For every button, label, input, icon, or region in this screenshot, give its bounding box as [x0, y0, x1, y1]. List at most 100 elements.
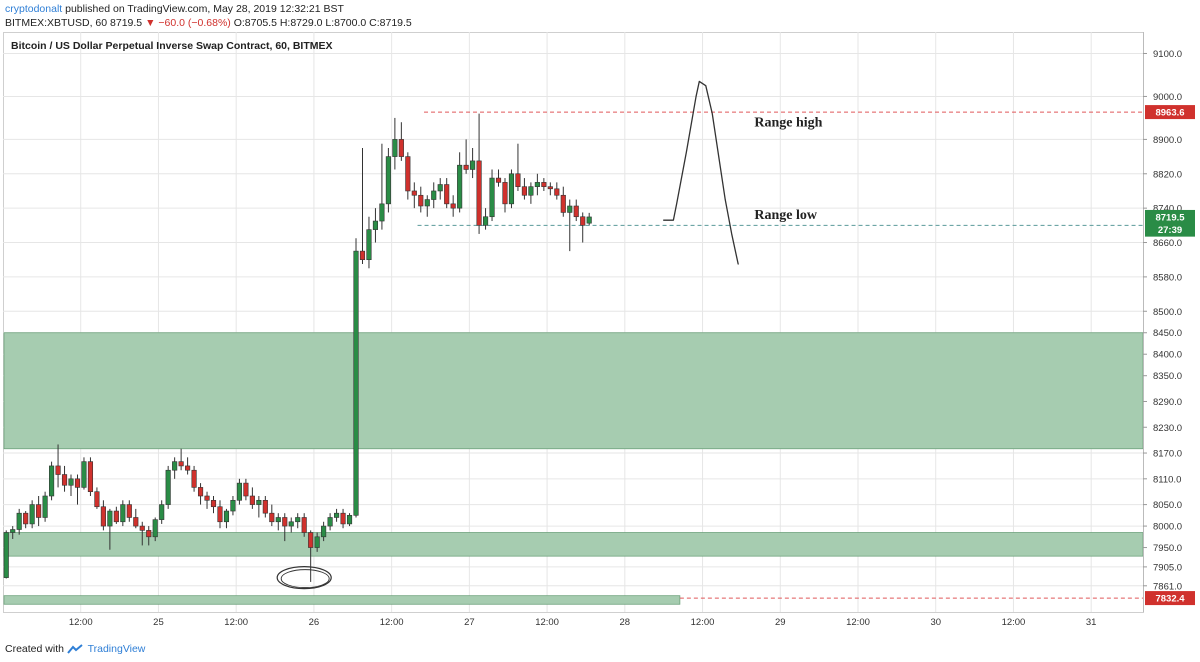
candle-down[interactable] — [23, 512, 29, 525]
candle-down[interactable] — [249, 495, 255, 505]
candle-down[interactable] — [502, 182, 508, 205]
candle-down[interactable] — [113, 510, 119, 523]
candle-down[interactable] — [554, 188, 560, 196]
candle-up[interactable] — [528, 186, 534, 196]
candle-down[interactable] — [405, 156, 411, 192]
candle-up[interactable] — [534, 182, 540, 187]
candle-down[interactable] — [547, 186, 553, 190]
tradingview-brand[interactable]: TradingView — [87, 643, 146, 655]
candle-up[interactable] — [165, 469, 171, 505]
y-tick-label: 8900.0 — [1153, 135, 1182, 146]
candle-down[interactable] — [87, 461, 94, 493]
candle-up[interactable] — [508, 173, 515, 205]
candle-down[interactable] — [444, 184, 450, 205]
candle-down[interactable] — [463, 164, 469, 170]
candle-up[interactable] — [49, 465, 55, 497]
plot-background — [3, 32, 1144, 613]
candle-down[interactable] — [269, 512, 275, 523]
author-name[interactable]: cryptodonalt — [5, 3, 63, 15]
candle-down[interactable] — [580, 216, 586, 226]
candle-down[interactable] — [36, 504, 42, 518]
candle-down[interactable] — [197, 487, 204, 497]
candle-down[interactable] — [521, 186, 527, 196]
candle-up[interactable] — [470, 160, 476, 170]
candle-up[interactable] — [172, 461, 178, 471]
candle-down[interactable] — [359, 250, 366, 261]
candle-down[interactable] — [204, 495, 210, 501]
candle-up[interactable] — [321, 525, 327, 538]
candle-down[interactable] — [301, 517, 307, 533]
candle-down[interactable] — [100, 506, 106, 527]
candle-up[interactable] — [567, 205, 573, 213]
candle-down[interactable] — [217, 506, 223, 523]
x-tick-label: 12:00 — [380, 617, 404, 628]
price-tag-label: 8963.6 — [1155, 108, 1184, 119]
candle-up[interactable] — [346, 515, 353, 525]
candle-down[interactable] — [340, 512, 346, 525]
candle-down[interactable] — [94, 491, 100, 508]
candle-up[interactable] — [10, 529, 16, 533]
candle-up[interactable] — [295, 517, 301, 523]
candle-up[interactable] — [392, 139, 398, 157]
candle-down[interactable] — [55, 465, 61, 475]
candle-down[interactable] — [262, 499, 268, 514]
candle-up[interactable] — [42, 495, 48, 518]
candle-down[interactable] — [560, 194, 566, 213]
candle-up[interactable] — [353, 250, 359, 516]
candle-up[interactable] — [586, 216, 592, 224]
candle-down[interactable] — [61, 474, 68, 486]
candle-up[interactable] — [366, 229, 372, 261]
candle-up[interactable] — [29, 504, 35, 525]
candle-down[interactable] — [515, 173, 521, 187]
chart-area[interactable]: Range high Range low Bitcoin / US Dollar P… — [3, 32, 1200, 632]
candle-up[interactable] — [120, 504, 126, 523]
candle-down[interactable] — [308, 532, 314, 548]
candle-down[interactable] — [243, 482, 249, 497]
candle-up[interactable] — [236, 482, 242, 501]
candle-up[interactable] — [230, 499, 236, 512]
candle-up[interactable] — [431, 190, 437, 200]
candle-up[interactable] — [3, 532, 9, 578]
candle-up[interactable] — [327, 517, 333, 527]
candle-down[interactable] — [210, 499, 217, 508]
candle-down[interactable] — [541, 182, 547, 187]
candle-up[interactable] — [424, 199, 430, 207]
candle-down[interactable] — [418, 194, 424, 207]
candle-up[interactable] — [275, 517, 281, 523]
candle-down[interactable] — [126, 504, 132, 518]
candle-up[interactable] — [314, 536, 320, 548]
candle-up[interactable] — [16, 512, 22, 530]
candle-up[interactable] — [334, 512, 340, 518]
candle-down[interactable] — [495, 177, 502, 183]
candle-up[interactable] — [256, 499, 262, 505]
candle-up[interactable] — [107, 510, 113, 527]
price-tag-label: 8719.5 — [1155, 212, 1185, 223]
candle-down[interactable] — [191, 469, 197, 488]
candle-down[interactable] — [411, 190, 417, 196]
candle-up[interactable] — [159, 504, 165, 520]
candle-up[interactable] — [81, 461, 87, 488]
price-chart[interactable]: Range high Range low Bitcoin / US Dollar P… — [3, 32, 1200, 632]
candle-down[interactable] — [450, 203, 456, 209]
candle-up[interactable] — [437, 184, 443, 192]
candle-down[interactable] — [139, 525, 145, 531]
candle-up[interactable] — [482, 216, 489, 226]
candle-down[interactable] — [146, 530, 152, 538]
candle-up[interactable] — [489, 177, 495, 218]
candle-up[interactable] — [152, 519, 158, 538]
candle-up[interactable] — [223, 510, 230, 523]
candle-up[interactable] — [288, 521, 294, 527]
candle-down[interactable] — [178, 461, 184, 467]
candle-down[interactable] — [74, 478, 81, 488]
candle-down[interactable] — [398, 139, 404, 157]
candle-down[interactable] — [133, 517, 139, 527]
candle-down[interactable] — [185, 465, 191, 471]
candle-up[interactable] — [68, 478, 74, 486]
candle-up[interactable] — [385, 156, 391, 205]
candle-up[interactable] — [457, 164, 463, 209]
candle-up[interactable] — [379, 203, 385, 222]
candle-down[interactable] — [573, 205, 579, 218]
candle-down[interactable] — [282, 517, 288, 527]
candle-down[interactable] — [476, 160, 482, 226]
candle-up[interactable] — [372, 220, 379, 230]
